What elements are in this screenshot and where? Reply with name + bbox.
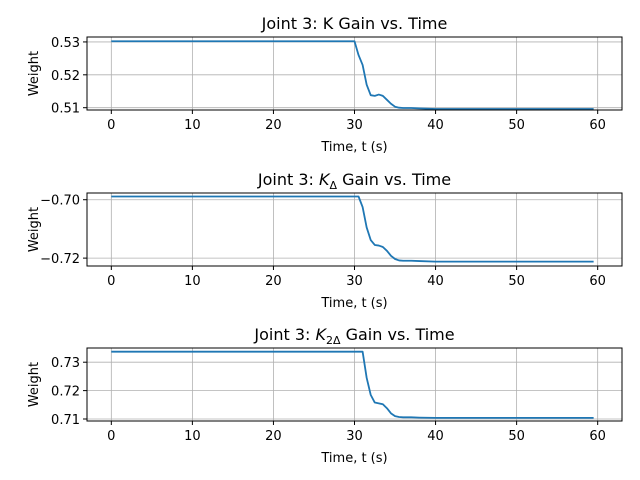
x-tick-label: 40 xyxy=(427,118,444,133)
x-tick-label: 10 xyxy=(184,274,201,289)
x-tick-label: 10 xyxy=(184,118,201,133)
y-tick-label: 0.72 xyxy=(51,385,80,400)
subplot-1: 0 10 20 30 40 50 60 0.51 0.52 0.53 Time, t (s) Weig… xyxy=(27,14,623,155)
series-line xyxy=(111,350,594,419)
x-tick-label: 0 xyxy=(107,429,115,444)
x-tick-label: 40 xyxy=(427,429,444,444)
x-tick-label: 30 xyxy=(346,429,363,444)
y-axis-label: Weight xyxy=(27,51,42,96)
x-tick-label: 60 xyxy=(589,274,606,289)
y-axis-label: Weight xyxy=(27,207,42,252)
y-tick-label: −0.70 xyxy=(40,194,80,209)
x-tick-label: 10 xyxy=(184,429,201,444)
x-tick-label: 20 xyxy=(265,429,282,444)
subplot-2: 0 10 20 30 40 50 60 −0.72 −0.70 Time, t (s) Weight… xyxy=(27,170,623,311)
x-tick-label: 30 xyxy=(346,118,363,133)
x-axis-label: Time, t (s) xyxy=(320,296,387,311)
x-tick-label: 30 xyxy=(346,274,363,289)
x-tick-label: 50 xyxy=(508,429,525,444)
x-axis-label: Time, t (s) xyxy=(320,140,387,155)
series-line xyxy=(111,40,594,110)
chart-title: Joint 3: KΔ Gain vs. Time xyxy=(257,170,451,192)
chart-title: Joint 3: K Gain vs. Time xyxy=(261,14,448,33)
x-tick-label: 50 xyxy=(508,118,525,133)
x-tick-label: 20 xyxy=(265,118,282,133)
series-line xyxy=(111,195,594,263)
x-tick-label: 40 xyxy=(427,274,444,289)
y-tick-label: 0.53 xyxy=(51,36,80,51)
y-tick-label: 0.51 xyxy=(51,102,80,117)
subplot-3: 0 10 20 30 40 50 60 0.71 0.72 0.73 Time, t (s) Weig… xyxy=(27,325,623,466)
x-tick-label: 50 xyxy=(508,274,525,289)
x-tick-label: 60 xyxy=(589,429,606,444)
y-tick-label: 0.71 xyxy=(51,413,80,428)
y-tick-label: −0.72 xyxy=(40,252,80,267)
x-tick-label: 0 xyxy=(107,274,115,289)
x-axis-label: Time, t (s) xyxy=(320,451,387,466)
y-tick-label: 0.52 xyxy=(51,69,80,84)
y-tick-label: 0.73 xyxy=(51,356,80,371)
chart-title: Joint 3: K2Δ Gain vs. Time xyxy=(253,325,454,347)
x-tick-label: 60 xyxy=(589,118,606,133)
x-tick-label: 20 xyxy=(265,274,282,289)
x-tick-label: 0 xyxy=(107,118,115,133)
y-axis-label: Weight xyxy=(27,362,42,407)
